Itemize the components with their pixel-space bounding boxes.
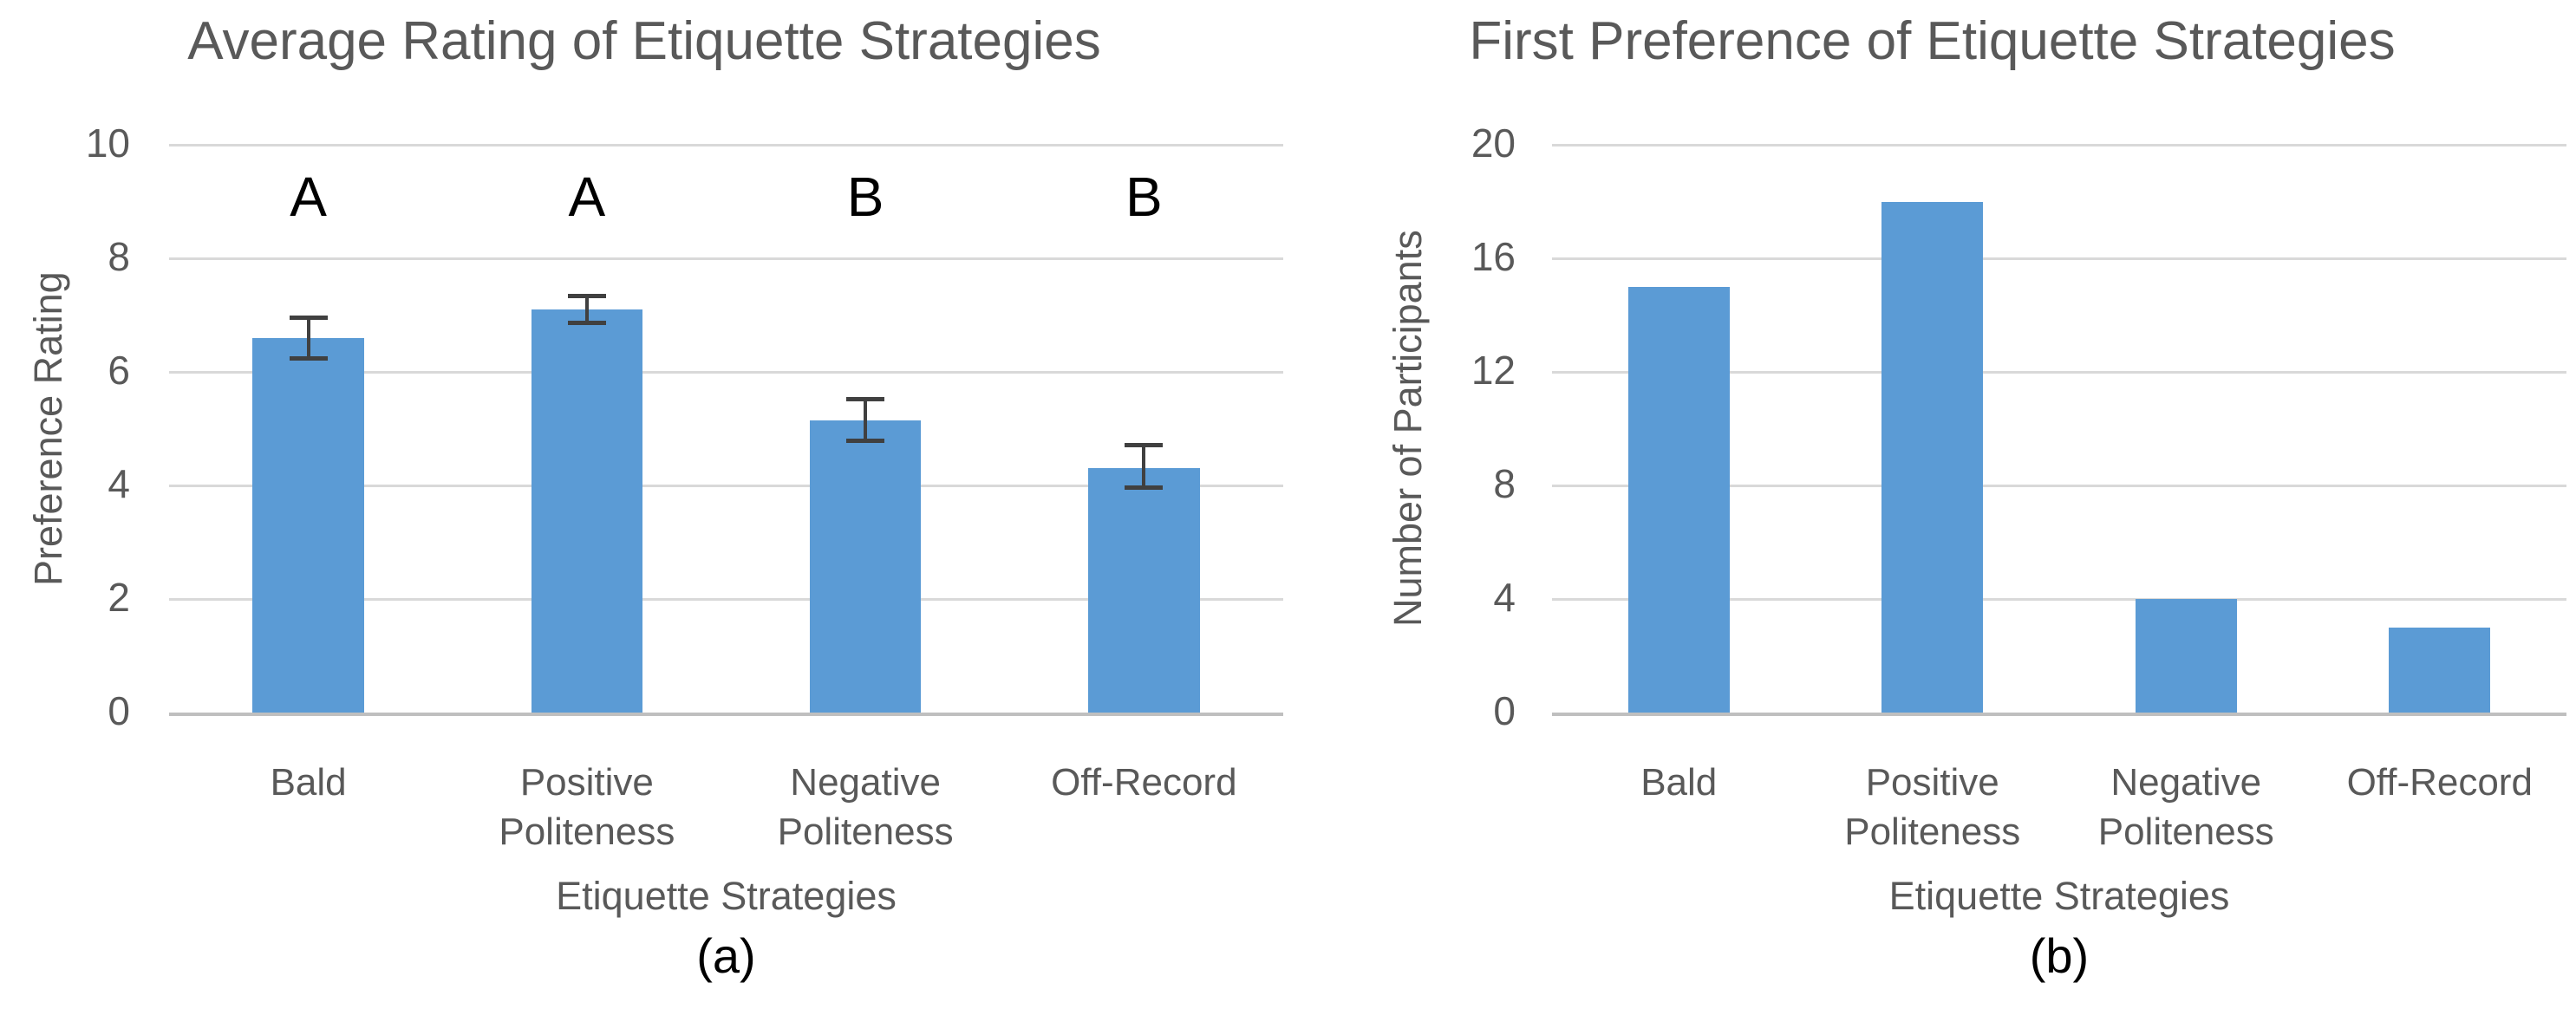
gridline (1552, 371, 2566, 374)
y-tick-label: 10 (85, 120, 130, 166)
chart-title: Average Rating of Etiquette Strategies (187, 11, 1101, 71)
plot-area (1552, 144, 2566, 716)
error-bar-line (1142, 442, 1146, 491)
category-label: Off-Record (2346, 761, 2533, 804)
y-tick-label: 16 (1471, 234, 1516, 279)
error-bar-cap-bottom (289, 355, 328, 361)
bar-annotation: A (568, 165, 606, 228)
error-bar (289, 315, 328, 361)
bar-annotation: B (1125, 165, 1163, 228)
bar (1088, 468, 1200, 713)
category-label: Positive Politeness (1844, 761, 2021, 854)
bar (1627, 286, 1730, 713)
y-tick-label: 6 (108, 348, 130, 393)
error-bar-cap-top (567, 294, 606, 299)
error-bar-cap-bottom (846, 438, 885, 443)
category-label: Negative Politeness (2097, 761, 2274, 854)
gridline (169, 485, 1283, 487)
category-label: Off-Record (1051, 761, 1237, 804)
bar-annotation: B (846, 165, 884, 228)
category-label: Bald (270, 761, 347, 804)
gridline (169, 598, 1283, 601)
bar (2389, 627, 2491, 713)
bar (252, 337, 364, 713)
y-axis-tick-labels: 0 2 4 6 8 10 (0, 123, 130, 731)
error-bar (1125, 442, 1164, 491)
bar (1881, 201, 1984, 713)
x-axis-category-labels: Bald Positive Politeness Negative Politene… (169, 758, 1283, 870)
category-label: Bald (1640, 761, 1718, 804)
y-tick-label: 20 (1471, 120, 1516, 166)
y-tick-label: 0 (1493, 688, 1516, 733)
x-axis-category-labels: Bald Positive Politeness Negative Politene… (1552, 758, 2566, 870)
gridline (169, 144, 1283, 146)
y-tick-label: 8 (108, 234, 130, 279)
error-bar-cap-top (289, 315, 328, 320)
y-tick-label: 4 (108, 461, 130, 506)
gridline (169, 371, 1283, 374)
error-bar-cap-bottom (1125, 485, 1164, 491)
error-bar (846, 397, 885, 443)
error-bar-cap-top (846, 397, 885, 402)
error-bar-cap-bottom (567, 320, 606, 325)
chart-average-rating: Average Rating of Etiquette Strategies P… (0, 11, 1283, 983)
subfigure-caption: (a) (696, 928, 756, 983)
bar (531, 309, 643, 713)
bar-annotation: A (290, 165, 327, 228)
error-bar-cap-top (1125, 442, 1164, 447)
y-tick-label: 8 (1493, 461, 1516, 506)
y-tick-label: 0 (108, 688, 130, 733)
chart-title: First Preference of Etiquette Strategies (1469, 11, 2396, 71)
y-tick-label: 2 (108, 575, 130, 620)
bar (809, 420, 922, 713)
error-bar-line (306, 315, 310, 361)
gridline (1552, 598, 2566, 601)
error-bar (567, 294, 606, 325)
chart-first-preference: First Preference of Etiquette Strategies… (1288, 0, 2576, 1009)
y-tick-label: 4 (1493, 575, 1516, 620)
subfigure-caption: (b) (2029, 928, 2090, 983)
error-bar-line (584, 294, 589, 325)
gridline (1552, 144, 2566, 146)
y-tick-label: 12 (1471, 348, 1516, 393)
y-axis-tick-labels: 0 4 8 12 16 20 (1288, 123, 1516, 731)
category-label: Negative Politeness (777, 761, 954, 854)
bar (2135, 599, 2237, 713)
error-bar-line (864, 397, 868, 443)
category-label: Positive Politeness (499, 761, 675, 854)
gridline (169, 257, 1283, 260)
x-axis-title: Etiquette Strategies (1888, 874, 2230, 918)
x-axis-title: Etiquette Strategies (556, 874, 897, 918)
gridline (1552, 257, 2566, 260)
gridline (1552, 485, 2566, 487)
